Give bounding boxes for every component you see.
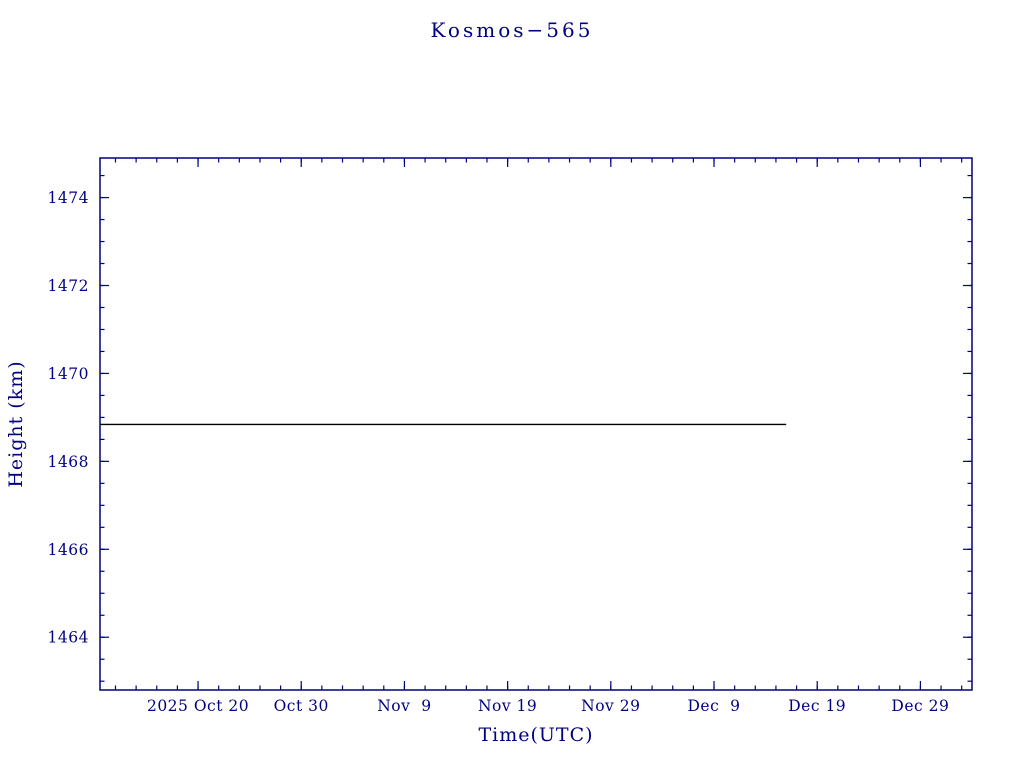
y-tick-label: 1468 — [48, 453, 89, 471]
y-axis-label: Height (km) — [5, 360, 27, 487]
y-tick-label: 1464 — [48, 629, 89, 647]
x-tick-label: Nov 29 — [581, 697, 640, 715]
y-tick-label: 1474 — [48, 189, 89, 207]
y-tick-label: 1472 — [48, 277, 89, 295]
x-axis-label: Time(UTC) — [478, 724, 593, 746]
x-tick-label: Dec 9 — [688, 697, 741, 715]
x-tick-label: 2025 Oct 20 — [147, 697, 249, 715]
x-tick-label: Dec 19 — [788, 697, 846, 715]
axis-tick-labels: 2025 Oct 20 Oct 30 Nov 9 Nov 19 Nov 29 Dec 9 D… — [48, 189, 949, 715]
x-tick-label: Nov 9 — [377, 697, 431, 715]
axis-ticks — [100, 158, 972, 690]
chart-title: Kosmos−565 — [431, 18, 594, 42]
y-tick-label: 1470 — [48, 365, 89, 383]
y-tick-label: 1466 — [48, 541, 89, 559]
x-tick-label: Nov 19 — [478, 697, 537, 715]
x-tick-label: Dec 29 — [891, 697, 949, 715]
x-tick-label: Oct 30 — [274, 697, 329, 715]
